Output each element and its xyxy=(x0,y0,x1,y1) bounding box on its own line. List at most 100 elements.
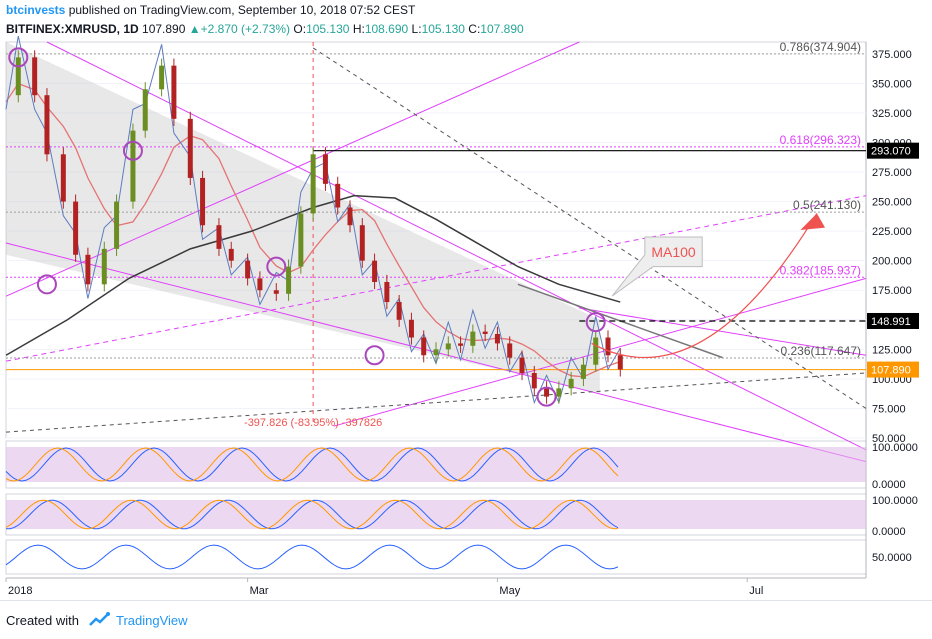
pivot-circle-icon xyxy=(8,47,29,68)
candle-body xyxy=(544,388,550,397)
high-label: H: xyxy=(352,22,365,36)
candle-body xyxy=(257,278,263,291)
candle-body xyxy=(171,65,177,119)
candle-body xyxy=(286,266,292,294)
candle-body xyxy=(531,372,537,389)
price-chart[interactable]: 375.000350.000325.000300.000275.000250.0… xyxy=(0,0,932,600)
candle-body xyxy=(384,281,390,303)
candle-body xyxy=(396,302,402,320)
open-value: 105.130 xyxy=(306,22,350,36)
y-tick-label: 50.000 xyxy=(872,433,906,445)
y-tick-label: 350.000 xyxy=(872,78,912,90)
candle-body xyxy=(593,337,599,365)
trend-line xyxy=(46,41,867,451)
candle-body xyxy=(245,260,251,279)
candle-body xyxy=(445,343,451,350)
candle-body xyxy=(73,201,79,255)
pivot-circle-icon xyxy=(585,312,606,333)
candle-body xyxy=(216,225,222,249)
tradingview-logo-icon[interactable] xyxy=(88,611,112,629)
trend-line-dashed xyxy=(5,195,867,362)
subpanel-tick-label: 0.0000 xyxy=(872,526,906,538)
candle-body xyxy=(519,357,525,373)
last-price: 107.890 xyxy=(142,22,186,36)
candle-body xyxy=(470,331,476,346)
candle-body xyxy=(408,319,414,338)
low-value: 105.130 xyxy=(421,22,465,36)
fib-level-label: 0.382(185.937) xyxy=(780,263,861,277)
candle-body xyxy=(347,207,353,226)
price-label-box xyxy=(867,361,919,378)
y-tick-label: 125.000 xyxy=(872,344,912,356)
trend-line xyxy=(333,277,867,427)
oscillator-line-d xyxy=(5,447,619,482)
candle-body xyxy=(32,57,38,96)
ohlc-line: BITFINEX:XMRUSD, 1D 107.890 ▲+2.870 (+2.… xyxy=(6,22,524,36)
fib-level-label: 0.786(374.904) xyxy=(780,40,861,54)
price-label-box xyxy=(867,312,919,329)
tradingview-link[interactable]: TradingView xyxy=(116,613,188,628)
measure-label: -397.826 (-83.95%) -397826 xyxy=(244,417,382,429)
fib-level-label: 0.236(117.647) xyxy=(780,344,861,358)
candle-body xyxy=(568,378,574,389)
subpanel-band xyxy=(6,447,866,482)
x-tick-label: Jul xyxy=(749,585,763,597)
fib-level-label: 0.618(296.323) xyxy=(780,133,861,147)
projection-curve xyxy=(591,213,818,359)
x-tick-label: Mar xyxy=(250,585,269,597)
candle-body xyxy=(556,388,562,397)
price-label-text: 148.991 xyxy=(871,316,911,328)
main-panel xyxy=(5,41,867,439)
candle-body xyxy=(228,248,234,261)
price-change: +2.870 (+2.73%) xyxy=(200,22,291,36)
candle-body xyxy=(494,333,500,344)
candle-body xyxy=(15,57,21,96)
candle-body xyxy=(44,95,50,155)
candle-body xyxy=(187,118,193,178)
pivot-circle-icon xyxy=(122,140,143,161)
candle-body xyxy=(114,201,120,249)
price-label-text: 107.890 xyxy=(871,365,911,377)
subpanel-tick-label: 100.0000 xyxy=(872,495,918,507)
subpanel-tick-label: 0.0000 xyxy=(872,479,906,491)
x-tick-label: May xyxy=(499,585,520,597)
candle-body xyxy=(310,154,316,214)
y-tick-label: 275.000 xyxy=(872,167,912,179)
y-tick-label: 175.000 xyxy=(872,285,912,297)
subpanel-tick-label: 50.0000 xyxy=(872,552,912,564)
y-tick-label: 325.000 xyxy=(872,108,912,120)
ma100-line xyxy=(5,194,621,356)
x-tick-label: 2018 xyxy=(8,585,32,597)
publisher-username[interactable]: btcinvests xyxy=(6,3,66,17)
open-label: O: xyxy=(293,22,307,36)
price-label-box xyxy=(867,142,919,159)
subpanel-tick-label: 100.0000 xyxy=(872,442,918,454)
published-text: published on TradingView.com, September … xyxy=(65,3,416,17)
symbol-label: BITFINEX:XMRUSD, 1D xyxy=(6,22,139,36)
candle-body xyxy=(507,343,513,358)
y-tick-label: 225.000 xyxy=(872,226,912,238)
y-tick-label: 375.000 xyxy=(872,49,912,61)
ma100-callout-label: MA100 xyxy=(651,244,696,260)
candle-body xyxy=(142,89,148,131)
candle-body xyxy=(433,349,439,356)
projection-arrow-icon xyxy=(800,213,826,230)
candle-body xyxy=(159,65,165,90)
resistance-dashed xyxy=(312,47,867,409)
candle-body xyxy=(130,130,136,202)
low-label: L: xyxy=(411,22,422,36)
price-label-text: 293.070 xyxy=(871,146,911,158)
publisher-line: btcinvests published on TradingView.com,… xyxy=(6,3,415,17)
candle-body xyxy=(60,154,66,202)
candle-body xyxy=(617,355,623,370)
oscillator-line-d xyxy=(5,499,619,530)
candle-body xyxy=(85,254,91,285)
ma100-callout xyxy=(611,236,703,297)
candle-body xyxy=(605,337,611,356)
oscillator-line-k xyxy=(5,544,619,570)
footer: Created with TradingView xyxy=(0,600,932,639)
candle-body xyxy=(458,343,464,346)
oscillator-line-k xyxy=(5,447,619,482)
candle-body xyxy=(273,290,279,294)
y-tick-label: 75.000 xyxy=(872,403,906,415)
